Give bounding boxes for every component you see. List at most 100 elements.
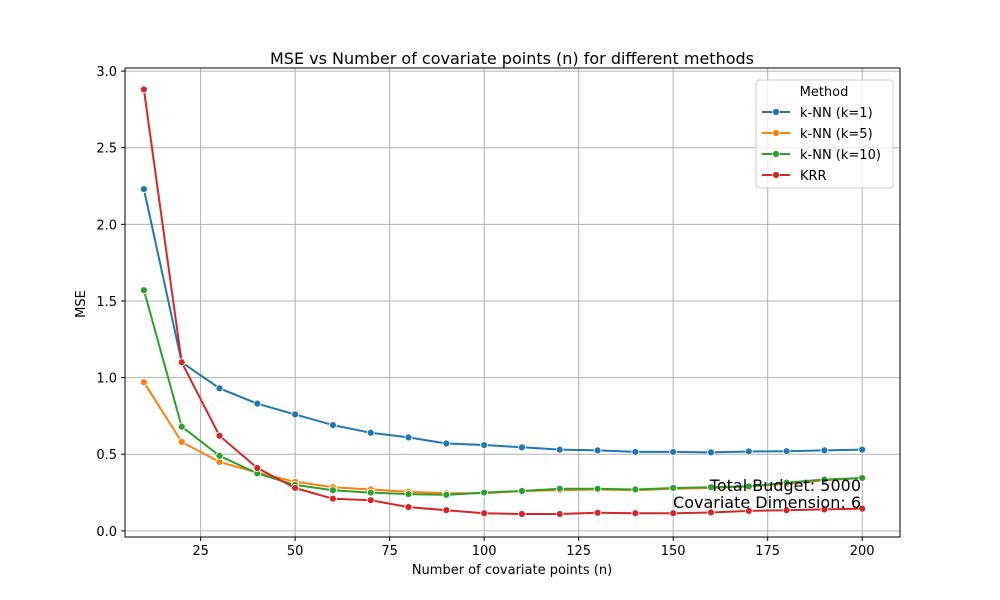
series-line [142, 289, 863, 496]
data-point [744, 447, 753, 456]
axis-ticks: 25 50 75 100 125 150 175 200 0.0 0.5 1.0 1.5 2.0 2.5 3… [96, 65, 874, 559]
legend-entry: k-NN (k=1) [762, 106, 873, 121]
data-point [366, 496, 375, 505]
data-point [858, 474, 867, 482]
x-tick-label: 75 [381, 544, 398, 559]
series-krr [140, 85, 867, 518]
data-point [253, 399, 262, 408]
data-point [593, 446, 602, 455]
y-tick-label: 1.0 [96, 372, 117, 387]
data-point [782, 478, 791, 487]
data-point [177, 358, 186, 367]
legend-entry: k-NN (k=5) [762, 127, 873, 142]
series-layer [140, 85, 867, 518]
legend-label: k-NN (k=5) [800, 127, 873, 142]
legend-marker [772, 108, 780, 116]
data-point [177, 422, 186, 431]
data-point [442, 506, 451, 515]
y-tick-label: 3.0 [96, 65, 117, 80]
data-point [669, 448, 678, 456]
data-point [669, 509, 678, 518]
data-point [555, 510, 564, 518]
legend: Method k-NN (k=1) k-NN (k=5) k-NN (k=10) KR… [755, 79, 894, 189]
data-point [631, 509, 640, 518]
data-point [631, 485, 640, 494]
annotations: Total Budget: 5000 Covariate Dimension: … [673, 476, 861, 512]
y-axis-label: MSE [74, 290, 89, 318]
data-point [291, 484, 300, 492]
data-point [480, 509, 489, 518]
data-point [707, 448, 715, 457]
data-point [291, 410, 300, 419]
annotation-covariate-dimension: Covariate Dimension: 6 [673, 493, 861, 512]
legend-title: Method [800, 85, 849, 100]
data-point [177, 438, 186, 446]
data-point [215, 431, 224, 440]
data-point [404, 503, 413, 512]
data-point [140, 85, 148, 94]
data-point [518, 487, 526, 495]
x-tick-label: 50 [287, 544, 304, 559]
legend-entry: k-NN (k=10) [762, 148, 881, 163]
data-point [329, 486, 337, 495]
data-point [366, 488, 375, 497]
series-line [142, 188, 863, 454]
legend-label: KRR [800, 169, 827, 184]
legend-marker [772, 171, 780, 179]
data-point [593, 508, 602, 517]
data-point [593, 484, 602, 493]
chart-title: MSE vs Number of covariate points (n) fo… [270, 49, 754, 68]
legend-marker [772, 150, 780, 158]
data-point [707, 483, 715, 492]
data-point [782, 506, 791, 515]
data-point [442, 490, 451, 499]
data-point [782, 447, 791, 456]
data-point [820, 505, 829, 514]
series-k-nn-k-10 [140, 286, 867, 499]
data-point [555, 484, 564, 493]
data-point [518, 510, 526, 518]
x-tick-label: 25 [192, 544, 209, 559]
series-line [142, 89, 863, 515]
data-point [518, 443, 526, 452]
data-point [140, 185, 148, 193]
data-point [329, 494, 337, 503]
data-point [215, 384, 224, 393]
data-point [404, 433, 413, 442]
legend-box [755, 79, 894, 189]
y-tick-label: 0.5 [96, 448, 117, 463]
data-point [215, 451, 224, 460]
x-tick-label: 150 [661, 544, 686, 559]
data-point [744, 482, 753, 491]
legend-marker [772, 129, 780, 137]
y-tick-label: 2.0 [96, 218, 117, 233]
data-point [744, 507, 753, 515]
y-tick-label: 0.0 [96, 525, 117, 540]
data-point [820, 475, 829, 484]
x-tick-label: 125 [566, 544, 591, 559]
y-tick-label: 2.5 [96, 142, 117, 157]
data-point [253, 464, 262, 472]
data-point [140, 286, 148, 295]
x-tick-label: 200 [850, 544, 875, 559]
legend-entries: k-NN (k=1) k-NN (k=5) k-NN (k=10) KRR [762, 106, 881, 184]
data-point [631, 448, 640, 456]
data-point [858, 445, 867, 454]
legend-label: k-NN (k=10) [800, 148, 881, 163]
legend-label: k-NN (k=1) [800, 106, 873, 121]
x-axis-label: Number of covariate points (n) [412, 563, 612, 578]
data-point [442, 439, 451, 448]
y-tick-label: 1.5 [96, 295, 117, 310]
data-point [858, 504, 867, 513]
data-point [329, 421, 337, 430]
series-k-nn-k-1 [140, 185, 867, 457]
data-point [404, 490, 413, 498]
data-point [555, 445, 564, 454]
data-point [140, 378, 148, 387]
x-tick-label: 100 [472, 544, 497, 559]
data-point [366, 428, 375, 437]
plot-frame [124, 67, 901, 538]
data-point [820, 446, 829, 455]
x-tick-label: 175 [755, 544, 780, 559]
